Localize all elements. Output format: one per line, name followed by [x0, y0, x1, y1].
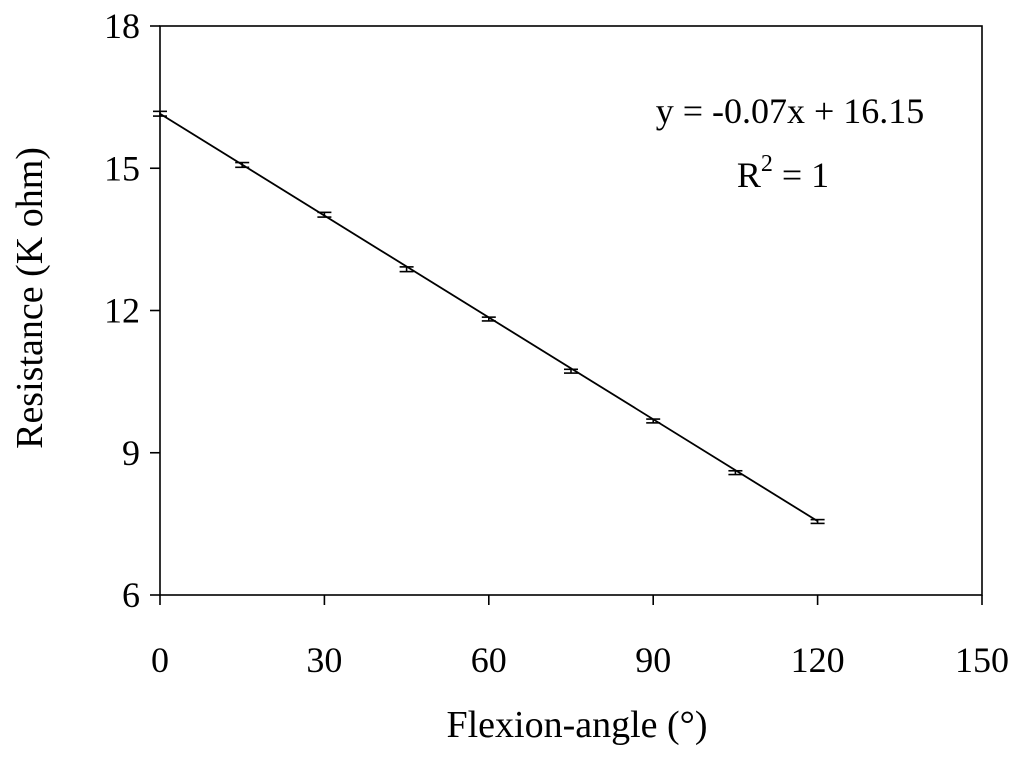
y-axis-title: Resistance (K ohm) — [9, 147, 51, 449]
x-tick-label: 150 — [955, 640, 1009, 680]
x-axis-ticks: 0 30 60 90 120 150 — [151, 595, 1009, 680]
data-point-75 — [564, 368, 578, 374]
data-point-30 — [317, 211, 332, 218]
data-point-45 — [399, 266, 414, 273]
x-tick-label: 0 — [151, 640, 169, 680]
data-point-0 — [153, 110, 167, 117]
y-tick-label: 15 — [104, 148, 140, 188]
data-point-60 — [481, 316, 496, 322]
trendline-equation: y = -0.07x + 16.15 — [656, 91, 925, 131]
data-point-15 — [235, 161, 250, 169]
r-squared-label: R2 = 1 — [737, 151, 829, 195]
y-tick-label: 18 — [104, 6, 140, 46]
y-tick-label: 6 — [122, 575, 140, 615]
y-tick-label: 9 — [122, 433, 140, 473]
r2-superscript: 2 — [761, 151, 773, 177]
data-point-90 — [646, 418, 661, 424]
x-axis-title: Flexion-angle (°) — [446, 704, 707, 746]
x-tick-label: 30 — [306, 640, 342, 680]
data-point-105 — [728, 469, 743, 476]
y-tick-label: 12 — [104, 291, 140, 331]
x-tick-label: 120 — [791, 640, 845, 680]
y-axis-ticks: 6 9 12 15 18 — [104, 6, 160, 615]
r2-prefix: R — [737, 155, 761, 195]
error-bars — [153, 110, 825, 525]
r2-suffix: = 1 — [773, 155, 829, 195]
x-tick-label: 60 — [471, 640, 507, 680]
x-tick-label: 90 — [635, 640, 671, 680]
data-point-120 — [810, 518, 825, 525]
